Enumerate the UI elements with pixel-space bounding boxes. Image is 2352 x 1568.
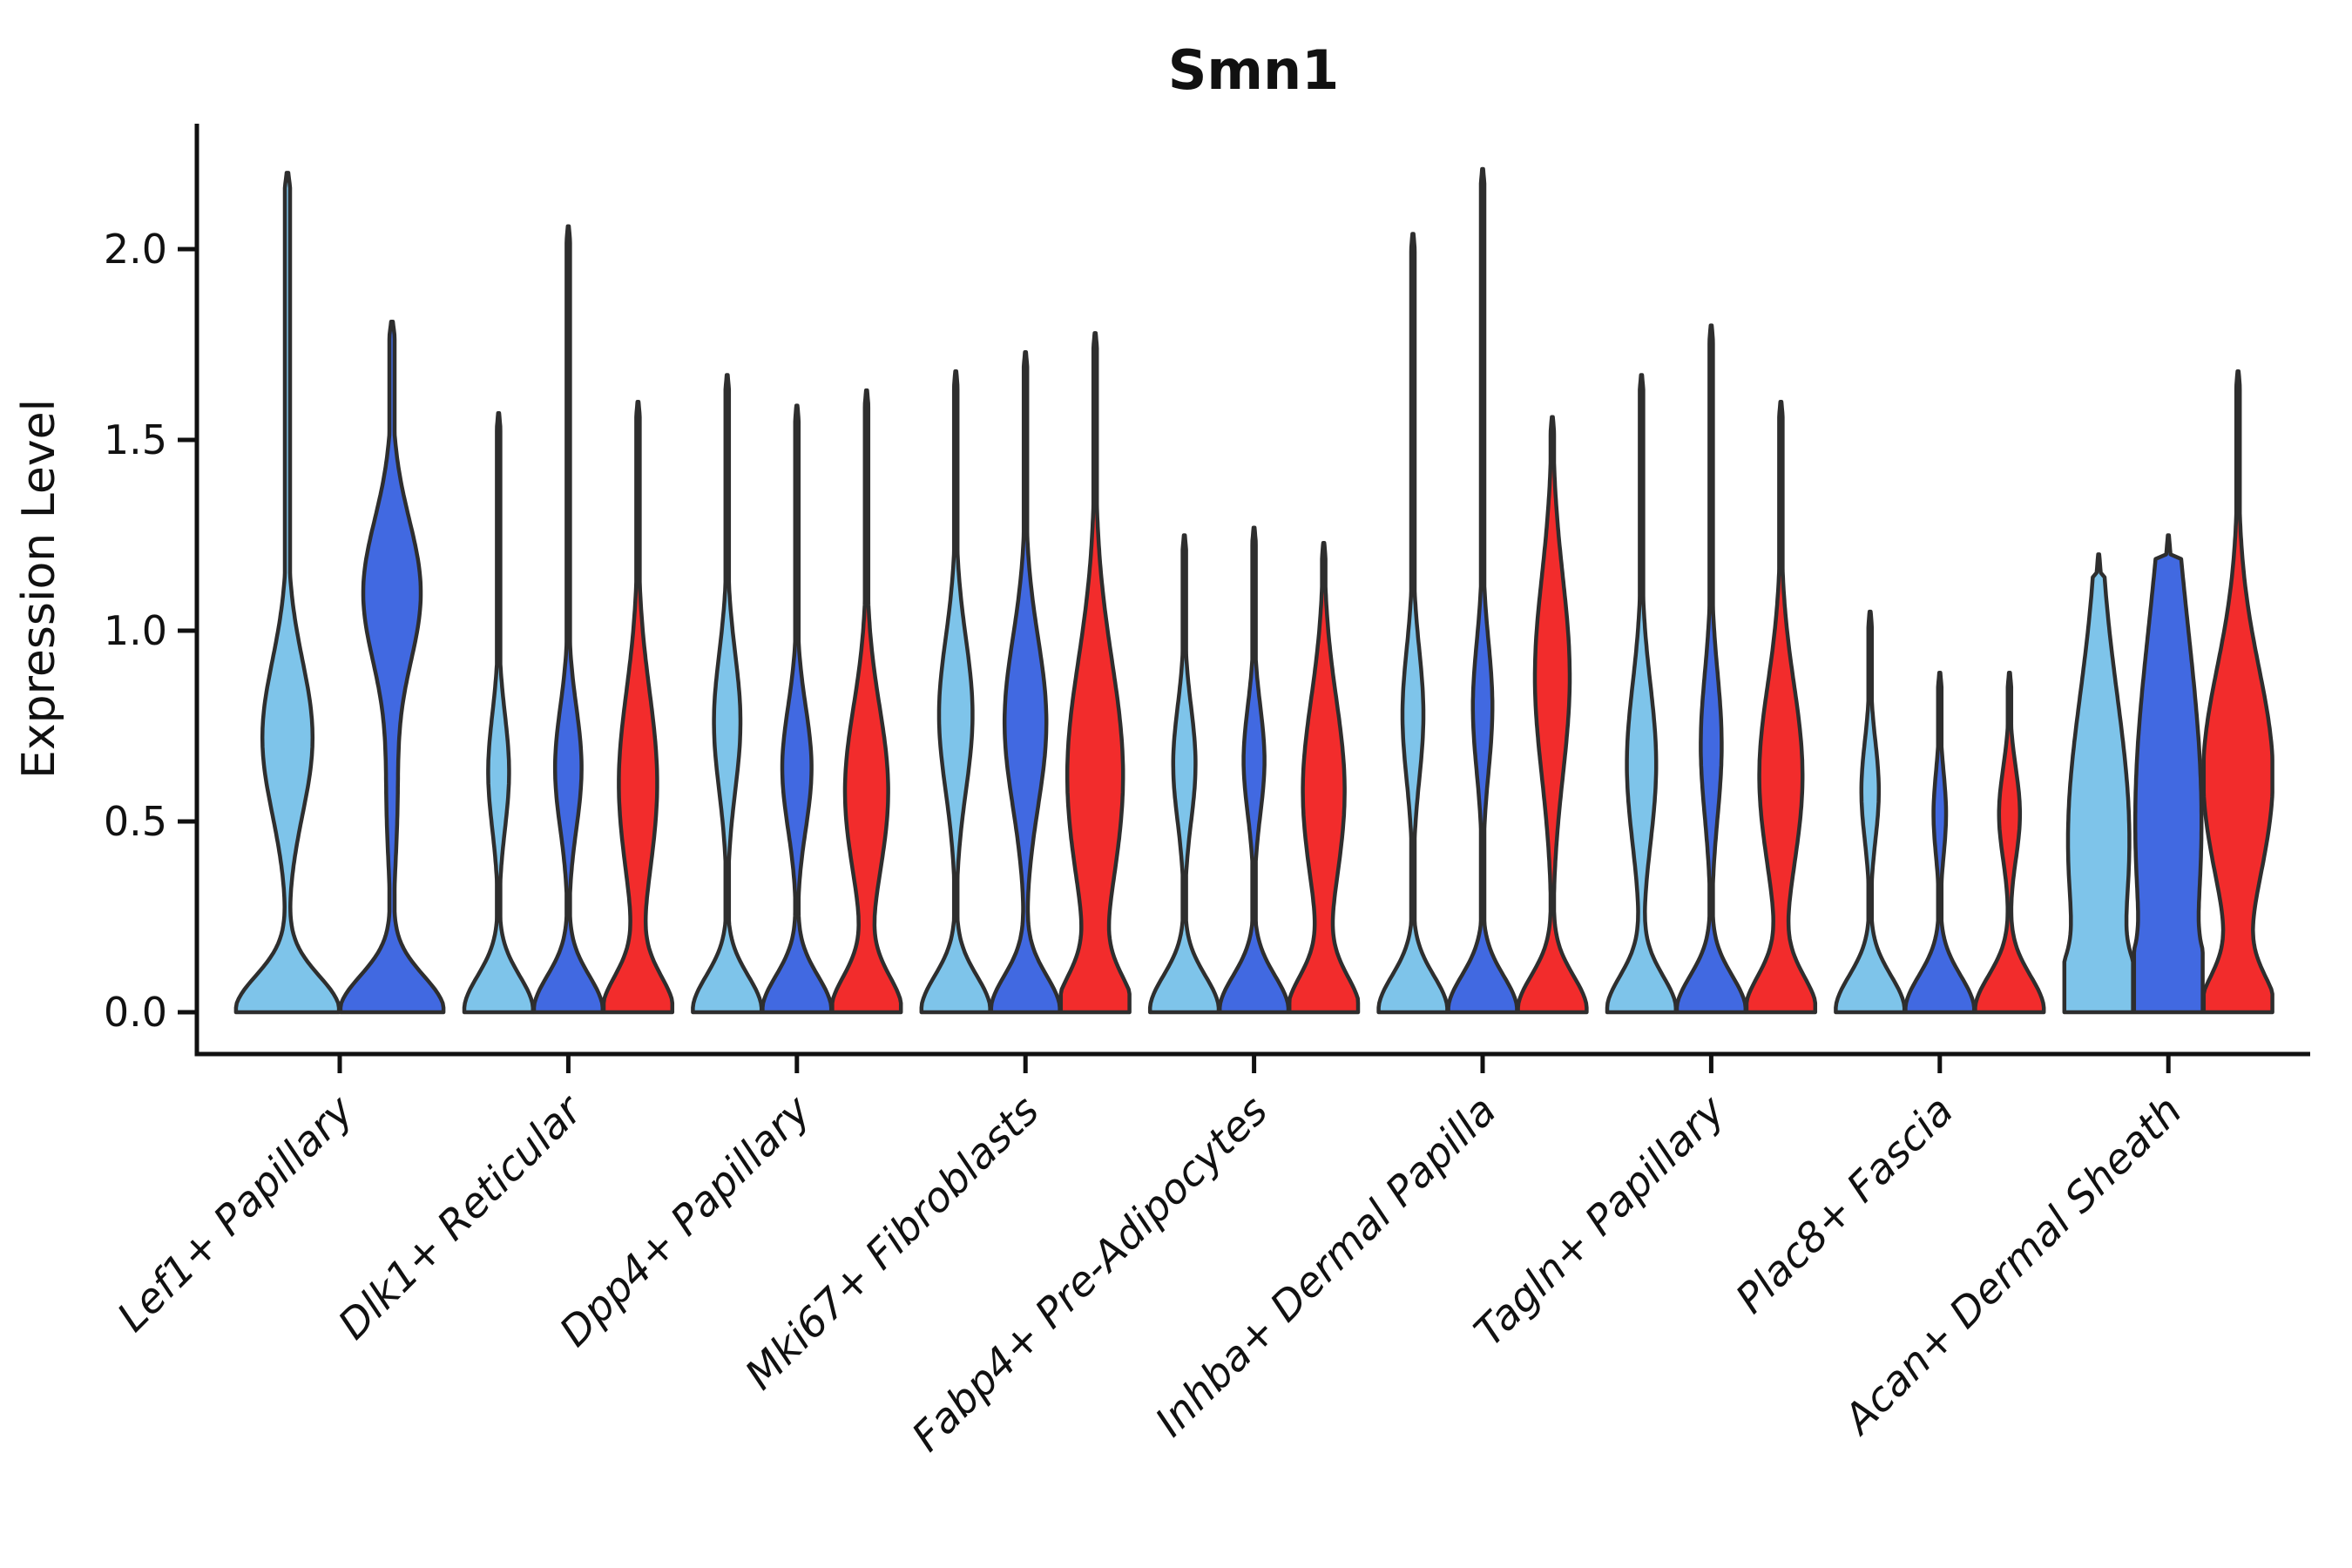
x-category-label-lef1-papillary: Lef1+ Papillary: [108, 1086, 363, 1342]
violin-plac8-fascia-split-1-light-blue: [1834, 609, 1907, 1015]
violin-dpp4-papillary-split-3-red: [830, 388, 903, 1015]
violin-acan-dermal-sheath-split-3-red: [2201, 368, 2274, 1015]
chart-title: Smn1: [1168, 38, 1340, 102]
violin-lef1-papillary-split-2-dark-blue: [338, 319, 446, 1015]
violin-acan-dermal-sheath-split-1-light-blue: [2062, 552, 2135, 1015]
violin-acan-dermal-sheath-split-2-dark-blue: [2132, 533, 2205, 1015]
violin-dlk1-reticular-split-3-red: [601, 399, 675, 1015]
y-tick-label: 1.5: [104, 416, 167, 463]
y-tick-label: 0.0: [104, 989, 167, 1036]
violin-plac8-fascia-split-3-red: [1973, 670, 2046, 1015]
y-axis-label: Expression Level: [13, 399, 65, 779]
x-category-label-dlk1-reticular: Dlk1+ Reticular: [329, 1085, 593, 1349]
violins-layer: [233, 166, 2274, 1015]
violin-lef1-papillary-split-1-light-blue: [233, 171, 341, 1015]
violin-mki67-fibroblasts-split-3-red: [1058, 331, 1132, 1015]
violin-inhba-dermal-papilla-split-1-light-blue: [1376, 232, 1450, 1015]
violin-mki67-fibroblasts-split-1-light-blue: [919, 368, 992, 1015]
violin-plac8-fascia-split-2-dark-blue: [1903, 670, 1977, 1015]
violin-dpp4-papillary-split-2-dark-blue: [760, 403, 834, 1015]
violin-inhba-dermal-papilla-split-2-dark-blue: [1446, 166, 1519, 1015]
violin-tagln-papillary-split-2-dark-blue: [1674, 323, 1748, 1015]
violin-fabp4-pre-adipocytes-split-2-dark-blue: [1217, 525, 1291, 1015]
y-tick-label: 1.0: [104, 607, 167, 654]
axis-spines: [194, 124, 2310, 1057]
y-tick-label: 2.0: [104, 226, 167, 273]
violin-dlk1-reticular-split-1-light-blue: [462, 411, 536, 1015]
violin-inhba-dermal-papilla-split-3-red: [1516, 415, 1589, 1015]
violin-dpp4-papillary-split-1-light-blue: [691, 373, 764, 1015]
x-category-label-tagln-papillary: Tagln+ Papillary: [1465, 1086, 1735, 1356]
x-category-label-dpp4-papillary: Dpp4+ Papillary: [551, 1086, 821, 1356]
violin-tagln-papillary-split-3-red: [1744, 399, 1818, 1015]
violin-fabp4-pre-adipocytes-split-3-red: [1287, 541, 1361, 1015]
violin-dlk1-reticular-split-2-dark-blue: [531, 224, 605, 1015]
violin-mki67-fibroblasts-split-2-dark-blue: [989, 350, 1062, 1015]
x-category-label-plac8-fascia: Plac8+ Fascia: [1727, 1087, 1963, 1323]
violin-tagln-papillary-split-1-light-blue: [1605, 373, 1679, 1015]
y-tick-label: 0.5: [104, 798, 167, 845]
y-axis-ticks: 0.0 0.5 1.0 1.5 2.0: [104, 226, 197, 1036]
violin-fabp4-pre-adipocytes-split-1-light-blue: [1147, 533, 1221, 1015]
